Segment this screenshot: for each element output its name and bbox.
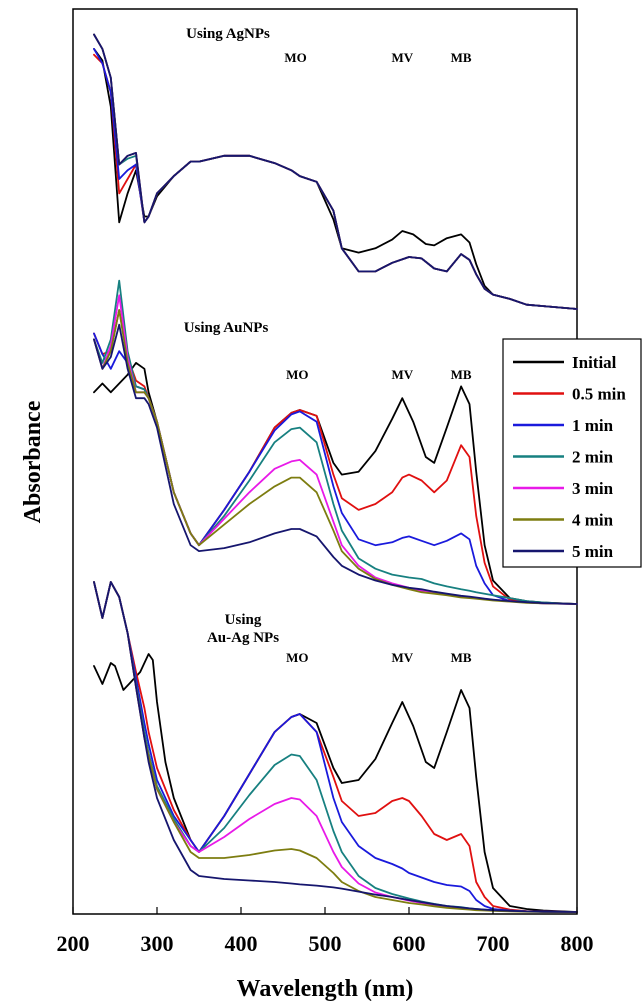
panel-3: Using Au-Ag NPs MO MV MB <box>94 582 577 912</box>
x-tick-label: 500 <box>309 931 342 956</box>
series-line-0-5-min <box>94 55 577 309</box>
x-axis-title: Wavelength (nm) <box>237 976 414 1001</box>
legend: Initial 0.5 min 1 min 2 min 3 min 4 min 5 min <box>503 339 641 567</box>
legend-label: 1 min <box>572 416 614 435</box>
series-line-3-min <box>94 35 577 310</box>
peak-label-mo: MO <box>284 50 306 65</box>
series-line-1-min <box>94 49 577 309</box>
peak-label-mv: MV <box>391 367 413 382</box>
peak-label-mo: MO <box>286 367 308 382</box>
legend-label: 2 min <box>572 448 614 467</box>
x-tick-label: 800 <box>561 931 594 956</box>
x-tick-label: 200 <box>57 931 90 956</box>
x-tick-label: 400 <box>225 931 258 956</box>
peak-label-mo: MO <box>286 650 308 665</box>
legend-label: 4 min <box>572 511 614 530</box>
series-line-initial <box>94 49 577 309</box>
panel-label: Using <box>225 612 262 628</box>
panel-1: Using AgNPs MO MV MB <box>94 26 577 309</box>
x-tick-label: 700 <box>477 931 510 956</box>
series-line-0-5-min <box>94 582 577 912</box>
panel-label: Au-Ag NPs <box>207 630 279 646</box>
legend-label: 5 min <box>572 542 614 561</box>
series-line-5-min <box>94 582 577 912</box>
peak-label-mv: MV <box>391 650 413 665</box>
legend-label: 3 min <box>572 479 614 498</box>
panel-label: Using AgNPs <box>186 26 270 42</box>
series-line-5-min <box>94 35 577 310</box>
series-line-2-min <box>94 582 577 912</box>
peak-label-mb: MB <box>451 367 472 382</box>
series-line-3-min <box>94 582 577 912</box>
legend-label: 0.5 min <box>572 385 626 404</box>
series-line-1-min <box>94 582 577 912</box>
peak-label-mv: MV <box>391 50 413 65</box>
plot-frame <box>73 9 577 914</box>
panel-label: Using AuNPs <box>184 320 269 336</box>
x-tick-label: 300 <box>141 931 174 956</box>
peak-label-mb: MB <box>451 50 472 65</box>
series-line-4-min <box>94 35 577 310</box>
y-axis-title: Absorbance <box>20 400 46 523</box>
x-tick-label: 600 <box>393 931 426 956</box>
legend-label: Initial <box>572 353 617 372</box>
series-line-2-min <box>94 35 577 310</box>
series-line-4-min <box>94 582 577 912</box>
peak-label-mb: MB <box>451 650 472 665</box>
